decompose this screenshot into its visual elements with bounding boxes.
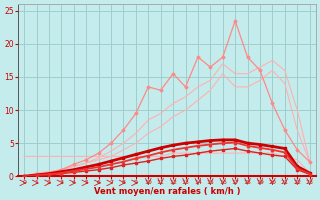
- X-axis label: Vent moyen/en rafales ( km/h ): Vent moyen/en rafales ( km/h ): [94, 187, 240, 196]
